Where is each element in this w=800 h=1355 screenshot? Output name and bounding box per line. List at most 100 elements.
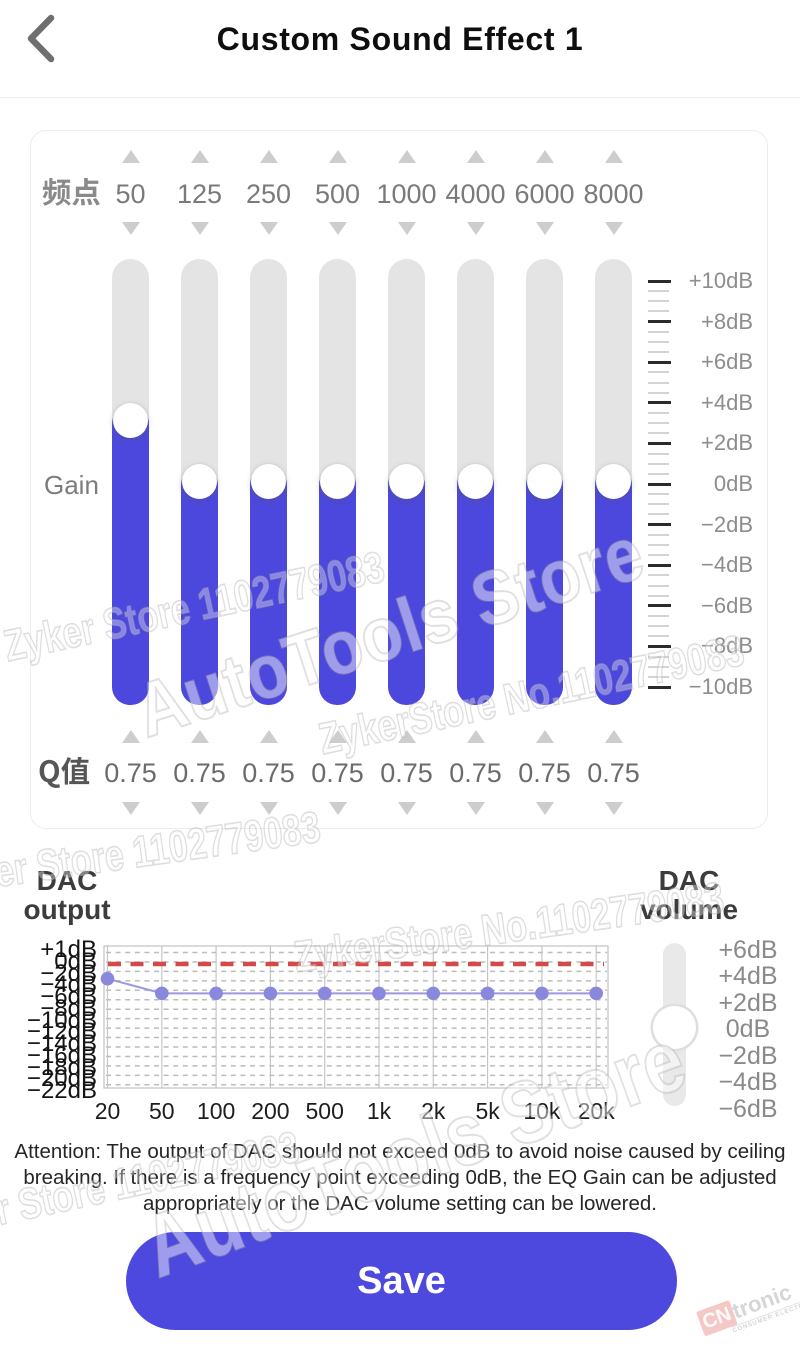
gain-slider-thumb[interactable] <box>389 464 424 499</box>
q-down-arrow-icon[interactable] <box>466 802 485 815</box>
gain-slider-thumb[interactable] <box>527 464 562 499</box>
freq-value-label: 6000 <box>514 179 575 209</box>
gain-scale-minor-tick <box>648 452 669 455</box>
chevron-left-icon <box>27 14 55 63</box>
freq-row-label-glyph <box>72 177 100 206</box>
q-up-arrow-icon[interactable] <box>259 730 278 743</box>
q-value-label: 0.75 <box>311 758 364 788</box>
gain-slider-thumb[interactable] <box>113 403 148 439</box>
freq-down-arrow-icon[interactable] <box>604 222 623 235</box>
dac-chart-y-label: −12dB <box>26 1018 97 1046</box>
gain-scale-minor-tick <box>648 300 669 303</box>
q-down-arrow-icon[interactable] <box>535 802 554 815</box>
back-button[interactable] <box>18 8 68 70</box>
retailer-logo-watermark: CNtronic CONSUMER ELECTRONICS RETAILER <box>696 1268 800 1344</box>
q-down-arrow-icon[interactable] <box>604 802 623 815</box>
q-down-arrow-icon[interactable] <box>259 802 278 815</box>
dac-chart-point <box>535 986 549 1001</box>
gain-scale-minor-tick <box>648 533 669 536</box>
freq-up-arrow-icon[interactable] <box>466 150 485 163</box>
q-up-arrow-icon[interactable] <box>397 730 416 743</box>
freq-down-arrow-icon[interactable] <box>190 222 209 235</box>
gain-scale-major-tick <box>648 604 671 608</box>
gain-slider-fill[interactable] <box>388 466 425 705</box>
gain-slider-thumb[interactable] <box>320 464 355 499</box>
q-up-arrow-icon[interactable] <box>466 730 485 743</box>
gain-slider-fill[interactable] <box>181 466 218 705</box>
gain-scale-minor-tick <box>648 340 669 343</box>
logo-subtitle-text: CONSUMER ELECTRONICS RETAILER <box>731 1281 800 1335</box>
gain-scale-label: −4dB <box>701 552 753 578</box>
gain-scale-major-tick <box>648 644 671 648</box>
q-up-arrow-icon[interactable] <box>190 730 209 743</box>
gain-slider-fill[interactable] <box>457 466 494 705</box>
freq-down-arrow-icon[interactable] <box>397 222 416 235</box>
gain-scale-minor-tick <box>648 655 669 658</box>
dac-chart-y-label: −6dB <box>40 983 97 1010</box>
gain-slider-thumb[interactable] <box>458 464 493 499</box>
gain-slider-fill[interactable] <box>319 466 356 705</box>
q-down-arrow-icon[interactable] <box>328 802 347 815</box>
freq-value-label: 8000 <box>583 179 644 209</box>
dac-volume-slider-thumb[interactable] <box>656 1009 693 1046</box>
q-up-arrow-icon[interactable] <box>535 730 554 743</box>
dac-chart-point <box>209 986 223 1001</box>
gain-scale-label: −2dB <box>701 511 753 537</box>
gain-slider-fill[interactable] <box>112 405 149 705</box>
freq-up-arrow-icon[interactable] <box>328 150 347 163</box>
dac-chart-x-label: 20k <box>577 1098 615 1124</box>
save-button-label: Save <box>357 1259 446 1302</box>
dac-chart-point <box>589 986 603 1001</box>
gain-slider-fill[interactable] <box>526 466 563 705</box>
q-down-arrow-icon[interactable] <box>121 802 140 815</box>
freq-up-arrow-icon[interactable] <box>535 150 554 163</box>
freq-value-label: 500 <box>314 179 361 209</box>
gain-row-label: Gain <box>44 470 99 500</box>
gain-scale-minor-tick <box>648 584 669 587</box>
dac-chart-x-label: 100 <box>196 1098 236 1124</box>
dac-chart-point <box>100 971 115 986</box>
gain-scale-major-tick <box>648 401 671 405</box>
dac-chart-y-label: 0dB <box>54 947 97 975</box>
gain-scale-minor-tick <box>648 472 669 475</box>
freq-up-arrow-icon[interactable] <box>190 150 209 163</box>
save-button[interactable]: Save <box>126 1232 677 1330</box>
q-down-arrow-icon[interactable] <box>397 802 416 815</box>
dac-chart-y-label: −22dB <box>26 1077 97 1104</box>
freq-row-label-glyph-group <box>42 177 100 206</box>
q-up-arrow-icon[interactable] <box>604 730 623 743</box>
gain-scale-minor-tick <box>648 310 669 313</box>
gain-scale-major-tick <box>648 482 671 486</box>
gain-scale-minor-tick <box>648 391 669 394</box>
freq-down-arrow-icon[interactable] <box>466 222 485 235</box>
q-up-arrow-icon[interactable] <box>121 730 140 743</box>
freq-up-arrow-icon[interactable] <box>259 150 278 163</box>
gain-slider-thumb[interactable] <box>182 464 217 499</box>
dac-volume-scale-label: 0dB <box>725 1015 771 1043</box>
gain-scale-major-tick <box>648 523 671 527</box>
gain-slider-thumb[interactable] <box>596 464 631 499</box>
gain-scale-minor-tick <box>648 665 669 668</box>
freq-down-arrow-icon[interactable] <box>328 222 347 235</box>
q-row-label-glyph <box>39 759 61 788</box>
gain-slider-thumb[interactable] <box>251 464 286 499</box>
gain-scale-minor-tick <box>648 574 669 577</box>
freq-up-arrow-icon[interactable] <box>397 150 416 163</box>
freq-down-arrow-icon[interactable] <box>259 222 278 235</box>
page-title: Custom Sound Effect 1 <box>216 21 584 57</box>
freq-down-arrow-icon[interactable] <box>535 222 554 235</box>
dac-chart-y-label: −18dB <box>26 1053 97 1081</box>
gain-slider-fill[interactable] <box>250 466 287 705</box>
gain-scale-minor-tick <box>648 675 669 678</box>
gain-scale-major-tick <box>648 279 671 283</box>
q-up-arrow-icon[interactable] <box>328 730 347 743</box>
freq-up-arrow-icon[interactable] <box>604 150 623 163</box>
gain-scale-minor-tick <box>648 635 669 638</box>
freq-down-arrow-icon[interactable] <box>121 222 140 235</box>
dac-volume-scale-label: +4dB <box>718 962 778 990</box>
freq-up-arrow-icon[interactable] <box>121 150 140 163</box>
q-down-arrow-icon[interactable] <box>190 802 209 815</box>
dac-output-title-line2: output <box>23 894 111 925</box>
attention-note: Attention: The output of DAC should not … <box>14 1140 786 1215</box>
gain-slider-fill[interactable] <box>595 466 632 705</box>
